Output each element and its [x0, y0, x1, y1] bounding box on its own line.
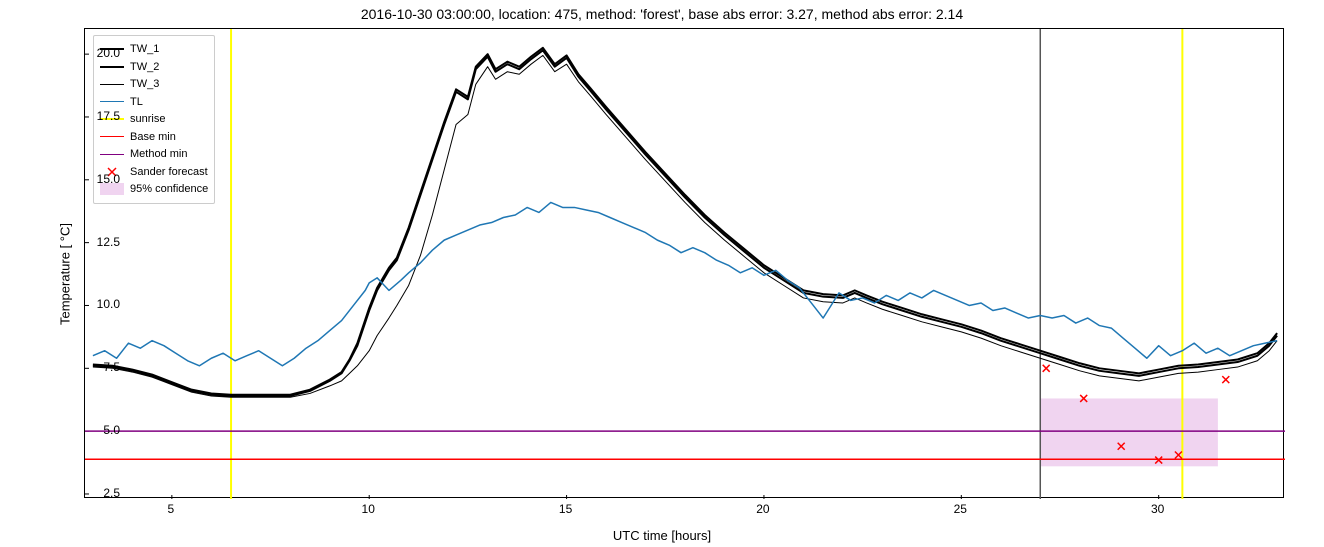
ytick-label: 15.0 [80, 172, 120, 186]
legend-label: Sander forecast [130, 164, 208, 181]
y-axis-label: Temperature [ °C] [58, 222, 73, 324]
legend-item: TW_2 [100, 59, 208, 76]
chart-title: 2016-10-30 03:00:00, location: 475, meth… [0, 6, 1324, 22]
plot-svg [85, 29, 1283, 497]
legend-item: TL [100, 94, 208, 111]
legend-item: TW_3 [100, 76, 208, 93]
chart-container: 2016-10-30 03:00:00, location: 475, meth… [0, 0, 1324, 547]
plot-area: TW_1TW_2TW_3TLsunriseBase minMethod minS… [84, 28, 1284, 498]
xtick-label: 5 [167, 502, 174, 516]
legend-label: 95% confidence [130, 181, 208, 198]
ytick-label: 17.5 [80, 109, 120, 123]
legend-label: TW_3 [130, 76, 159, 93]
legend-item: Base min [100, 129, 208, 146]
xtick-label: 10 [362, 502, 375, 516]
legend-item: Method min [100, 146, 208, 163]
legend-label: TW_1 [130, 41, 159, 58]
xtick-label: 25 [954, 502, 967, 516]
ytick-label: 12.5 [80, 235, 120, 249]
legend-label: Base min [130, 129, 176, 146]
legend-label: Method min [130, 146, 187, 163]
ytick-label: 7.5 [80, 360, 120, 374]
ytick-label: 5.0 [80, 423, 120, 437]
xtick-label: 15 [559, 502, 572, 516]
x-axis-label: UTC time [hours] [0, 528, 1324, 543]
ytick-label: 20.0 [80, 46, 120, 60]
legend-label: TL [130, 94, 143, 111]
ytick-label: 10.0 [80, 297, 120, 311]
legend-label: TW_2 [130, 59, 159, 76]
legend-label: sunrise [130, 111, 165, 128]
xtick-label: 20 [756, 502, 769, 516]
ytick-label: 2.5 [80, 486, 120, 500]
xtick-label: 30 [1151, 502, 1164, 516]
